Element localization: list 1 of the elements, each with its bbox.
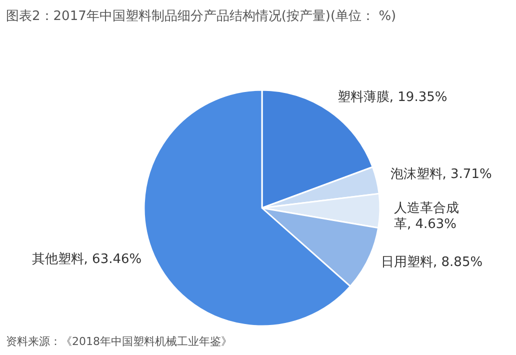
title: 图表2：2017年中国塑料制品细分产品结构情况(按产量)(单位： %)	[6, 9, 396, 24]
